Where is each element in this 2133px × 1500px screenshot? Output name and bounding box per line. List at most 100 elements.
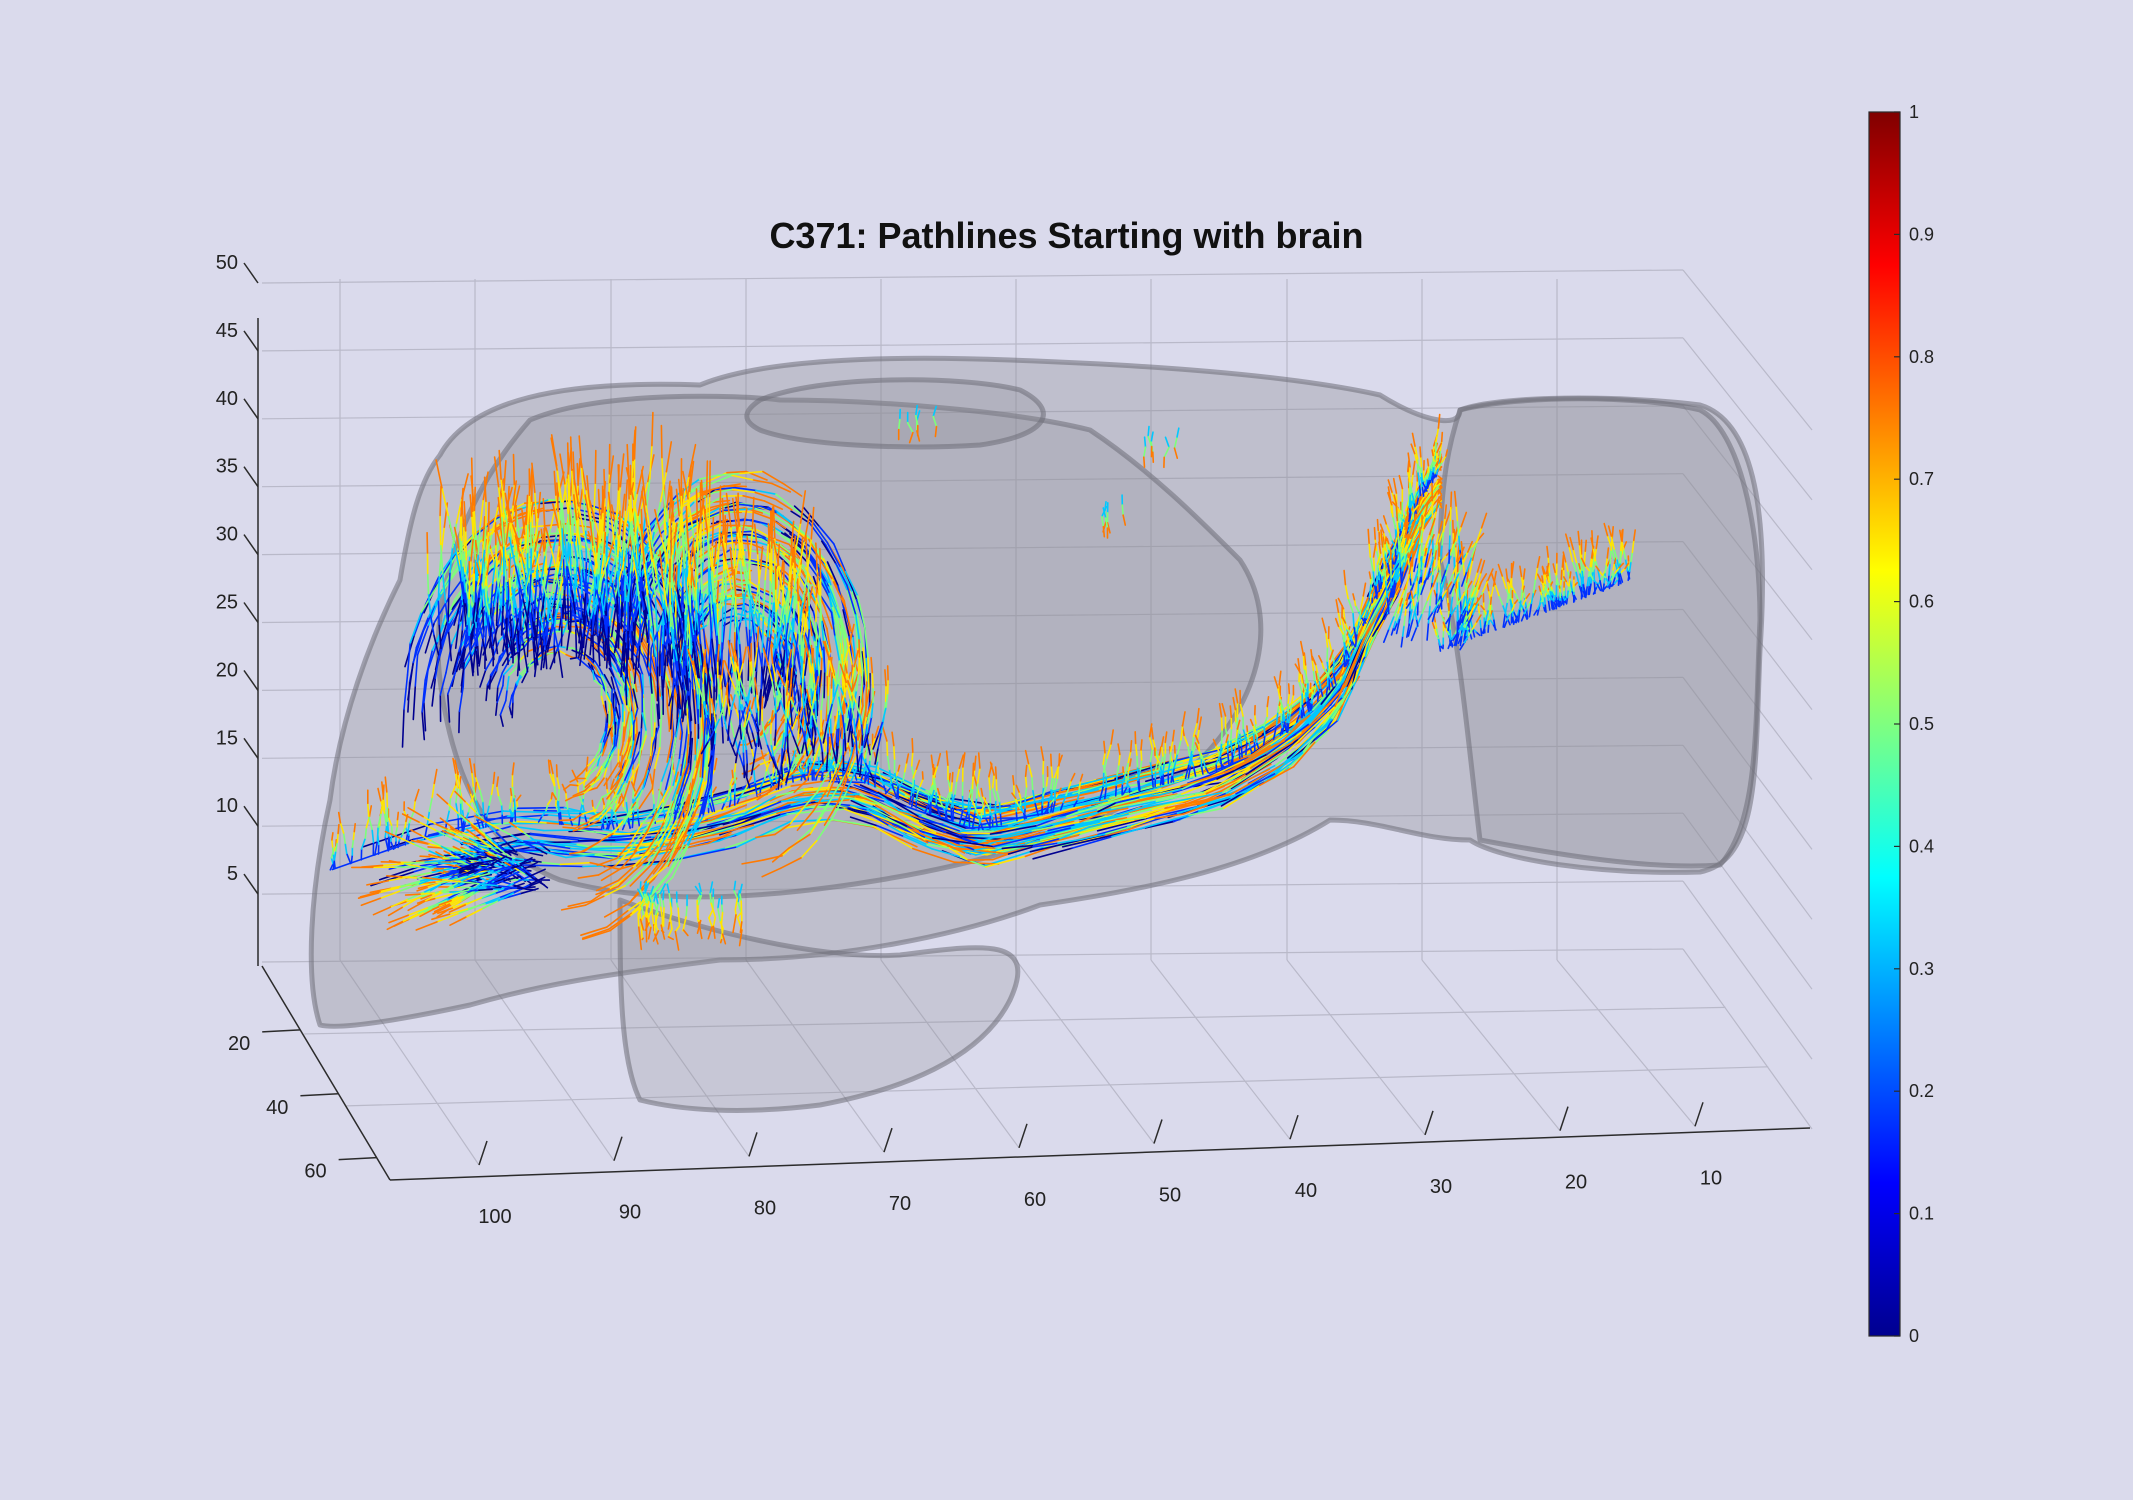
pathline-segment — [823, 740, 826, 752]
pathline-segment — [882, 783, 888, 794]
pathline-segment — [488, 793, 493, 807]
pathline-segment — [605, 777, 608, 790]
pathline-segment — [1304, 717, 1334, 744]
pathline — [994, 766, 1003, 826]
pathline-segment — [974, 834, 1027, 846]
grid-line — [880, 959, 1020, 1149]
pathline-segment — [1438, 485, 1443, 489]
pathline — [1102, 740, 1108, 800]
pathline-segment — [1235, 772, 1277, 795]
pathline-segment — [1410, 512, 1414, 521]
pathline-segment — [895, 816, 920, 833]
pathline-segment — [1254, 730, 1259, 738]
pathline-segment — [352, 830, 356, 841]
pathline-segment — [1245, 740, 1248, 756]
pathline-segment — [927, 784, 933, 796]
pathline-segment — [1387, 491, 1393, 506]
pathline-segment — [1139, 759, 1143, 772]
pathline-segment — [860, 772, 865, 782]
pathline-segment — [351, 838, 355, 849]
pathline-segment — [868, 748, 873, 762]
pathline-segment — [1255, 735, 1259, 744]
pathline-segment — [329, 862, 334, 871]
pathline-segment — [1435, 462, 1441, 470]
pathline-segment — [491, 820, 519, 826]
pathline-segment — [1246, 725, 1249, 733]
pathline-segment — [786, 808, 846, 815]
pathline-segment — [1311, 659, 1315, 672]
pathline-segment — [828, 769, 832, 781]
pathline-segment — [908, 794, 913, 805]
grid-line — [1682, 541, 1813, 710]
pathline-segment — [1304, 690, 1308, 702]
pathline-segment — [490, 782, 495, 796]
pathline — [989, 761, 998, 827]
pathline-segment — [817, 755, 821, 769]
pathline-segment — [468, 757, 473, 774]
pathline-segment — [630, 801, 637, 809]
pathline — [1137, 739, 1143, 792]
pathline-segment — [1016, 802, 1021, 810]
pathline-segment — [1303, 652, 1307, 666]
pathline-segment — [1410, 443, 1416, 455]
pathline-segment — [1343, 640, 1347, 651]
pathline-segment — [605, 815, 609, 824]
pathline — [1229, 719, 1241, 765]
pathline-segment — [919, 823, 944, 833]
pathline-segment — [1312, 713, 1331, 736]
pathline-segment — [1127, 765, 1131, 774]
pathline-segment — [1292, 741, 1316, 768]
pathline-segment — [1120, 785, 1182, 801]
pathline-segment — [1099, 813, 1131, 822]
pathline-segment — [330, 856, 334, 865]
pathline-segment — [462, 820, 467, 833]
pathline-segment — [649, 647, 653, 674]
pathline — [958, 752, 966, 825]
pathline-segment — [946, 831, 964, 839]
pathline — [1327, 625, 1337, 685]
pathline-segment — [955, 844, 996, 850]
pathline-segment — [1049, 776, 1054, 790]
pathline-segment — [492, 771, 496, 785]
pathline-segment — [912, 778, 916, 794]
pathline-segment — [1373, 526, 1376, 540]
pathline-segment — [474, 775, 481, 790]
pathline-segment — [998, 800, 1002, 815]
pathline-segment — [1234, 736, 1238, 748]
pathline-segment — [1070, 772, 1076, 782]
pathline-segment — [1079, 832, 1107, 841]
pathline-segment — [983, 805, 986, 819]
pathline-segment — [1378, 578, 1381, 592]
pathline-segment — [1435, 467, 1440, 475]
pathline-segment — [911, 847, 956, 864]
pathline-segment — [1146, 805, 1199, 819]
pathline-segment — [729, 800, 783, 824]
grid-line — [1556, 959, 1696, 1127]
grid-line — [304, 1006, 1726, 1035]
pathline-segment — [496, 776, 500, 788]
pathline — [944, 771, 954, 820]
pathline-segment — [928, 841, 977, 856]
pathline-segment — [1174, 752, 1177, 761]
pathline — [496, 776, 504, 825]
pathline-segment — [931, 836, 995, 848]
grid-line — [610, 959, 750, 1157]
pathline-segment — [790, 798, 813, 806]
pathline-segment — [871, 736, 876, 750]
pathline-segment — [618, 704, 621, 718]
pathline-segment — [1122, 786, 1128, 795]
pathline-segment — [1100, 828, 1130, 838]
pathline-segment — [1426, 458, 1430, 467]
pathline-segment — [1022, 811, 1026, 820]
pathline-segment — [772, 766, 804, 777]
pathline — [1041, 765, 1049, 816]
pathline-segment — [1419, 455, 1423, 468]
pathline-segment — [1169, 750, 1172, 763]
pathline-segment — [1097, 802, 1117, 813]
pathline-segment — [1407, 452, 1411, 468]
pathline-segment — [1360, 595, 1365, 610]
pathline-segment — [1401, 550, 1412, 579]
pathline-segment — [1310, 648, 1314, 661]
pathline-segment — [1380, 580, 1384, 588]
pathline-segment — [1163, 752, 1167, 765]
